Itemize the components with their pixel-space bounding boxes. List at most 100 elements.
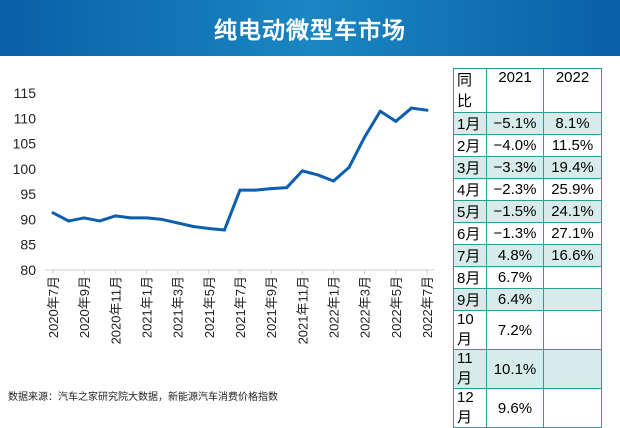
y-tick-label: 100 — [13, 161, 37, 177]
x-tick-label: 2022年3月 — [358, 276, 373, 338]
header-cell: 2021 — [486, 68, 544, 113]
table-cell: 7月 — [453, 244, 487, 267]
table-cell: 10月 — [453, 310, 487, 350]
table-cell — [543, 349, 602, 389]
x-tick-label: 2021年11月 — [295, 276, 310, 344]
table-cell: 12月 — [453, 388, 487, 428]
table-row: 3月 −3.3% 19.4% — [453, 156, 602, 179]
x-tick-label: 2022年1月 — [327, 276, 342, 338]
table-row: 9月 6.4% — [453, 288, 602, 311]
table-cell — [543, 310, 602, 350]
table-cell: 11月 — [453, 349, 487, 389]
table-cell: 7.2% — [486, 310, 544, 350]
table-row: 1月 −5.1% 8.1% — [453, 112, 602, 135]
table-cell: 9.6% — [486, 388, 544, 428]
x-tick-label: 2022年5月 — [389, 276, 404, 338]
table-cell: 9月 — [453, 288, 487, 311]
table-row: 12月 9.6% — [453, 388, 602, 428]
table-cell: 3月 — [453, 156, 487, 179]
x-tick-label: 2021年1月 — [140, 276, 155, 338]
data-point — [98, 219, 102, 223]
table-cell — [543, 288, 602, 311]
data-point — [378, 109, 382, 113]
table-row: 8月 6.7% — [453, 266, 602, 289]
data-point — [82, 216, 86, 220]
table-cell: 19.4% — [543, 156, 602, 179]
y-tick-label: 80 — [20, 262, 36, 278]
table-cell: −1.5% — [486, 200, 544, 223]
data-point — [347, 165, 351, 169]
x-tick-label: 2022年7月 — [420, 276, 435, 338]
series-line — [52, 106, 428, 232]
table-cell: 5月 — [453, 200, 487, 223]
x-tick-label: 2021年9月 — [264, 276, 279, 338]
y-tick-label: 115 — [14, 85, 37, 101]
data-point — [425, 108, 429, 112]
table-cell: 4月 — [453, 178, 487, 201]
data-point — [409, 106, 413, 110]
table-row: 6月 −1.3% 27.1% — [453, 222, 602, 245]
table-cell: −4.0% — [486, 134, 544, 157]
table-cell: 16.6% — [543, 244, 602, 267]
table-row: 11月 10.1% — [453, 349, 602, 389]
data-point — [67, 219, 71, 223]
data-point — [207, 227, 211, 231]
data-point — [129, 216, 133, 220]
y-tick-label: 85 — [20, 237, 36, 253]
page-title: 纯电动微型车市场 — [214, 18, 406, 44]
table-row: 5月 −1.5% 24.1% — [453, 200, 602, 223]
data-point — [113, 214, 117, 218]
y-tick-label: 110 — [14, 110, 37, 126]
table-cell — [543, 388, 602, 428]
table-row: 4月 −2.3% 25.9% — [453, 178, 602, 201]
x-tick-label: 2020年7月 — [46, 276, 61, 338]
x-tick-label: 2021年7月 — [233, 276, 248, 338]
data-point — [394, 119, 398, 123]
data-point — [176, 221, 180, 225]
table-cell: 8.1% — [543, 112, 602, 135]
yoy-table: 同比 2021 2022 1月 −5.1% 8.1% 2月 −4.0% 11.5% 3月 −3.3%… — [453, 68, 602, 428]
table-row: 2月 −4.0% 11.5% — [453, 134, 602, 157]
y-tick-label: 95 — [20, 186, 36, 202]
data-point — [316, 173, 320, 177]
data-point — [145, 216, 148, 220]
table-cell: −2.3% — [486, 178, 544, 201]
source-note: 数据来源：汽车之家研究院大数据，新能源汽车消费价格指数 — [8, 392, 278, 403]
table-row: 10月 7.2% — [453, 310, 602, 350]
data-point — [191, 225, 195, 229]
data-point — [332, 179, 335, 183]
table-cell: 4.8% — [486, 244, 544, 267]
data-point — [269, 187, 273, 191]
y-tick-label: 105 — [13, 136, 37, 152]
table-cell: 25.9% — [543, 178, 602, 201]
header-cell: 同比 — [453, 68, 487, 113]
data-point — [254, 188, 258, 192]
table-cell: 6.4% — [486, 288, 544, 311]
title-banner: 纯电动微型车市场 — [0, 0, 620, 56]
x-tick-label: 2020年11月 — [108, 276, 123, 344]
table-cell: 2月 — [453, 134, 487, 157]
table-header: 同比 2021 2022 — [453, 68, 602, 113]
x-tick-label: 2020年9月 — [77, 276, 92, 338]
y-tick-label: 90 — [20, 211, 36, 227]
table-cell: −5.1% — [486, 112, 544, 135]
table-cell: −1.3% — [486, 222, 544, 245]
data-point — [238, 188, 242, 192]
data-point — [363, 135, 367, 139]
table-cell: 6.7% — [486, 266, 544, 289]
table-cell: 24.1% — [543, 200, 602, 223]
data-point — [222, 228, 226, 232]
data-point — [51, 211, 55, 215]
data-point — [300, 169, 304, 173]
table-cell: 1月 — [453, 112, 487, 135]
table-cell: −3.3% — [486, 156, 544, 179]
table-cell: 6月 — [453, 222, 487, 245]
header-cell: 2022 — [543, 68, 602, 113]
table-row: 7月 4.8% 16.6% — [453, 244, 602, 267]
x-tick-label: 2021年5月 — [202, 276, 217, 338]
table-cell: 11.5% — [543, 134, 602, 157]
line-chart: 80 85 90 95 100 105 110 115 2020年7月 2020年9月 2020年1… — [13, 85, 435, 344]
x-tick-label: 2021年3月 — [171, 276, 186, 338]
table-cell: 8月 — [453, 266, 487, 289]
data-point — [285, 186, 289, 190]
